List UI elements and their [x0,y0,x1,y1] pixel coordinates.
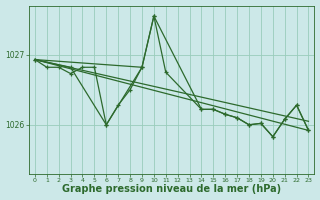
X-axis label: Graphe pression niveau de la mer (hPa): Graphe pression niveau de la mer (hPa) [62,184,281,194]
